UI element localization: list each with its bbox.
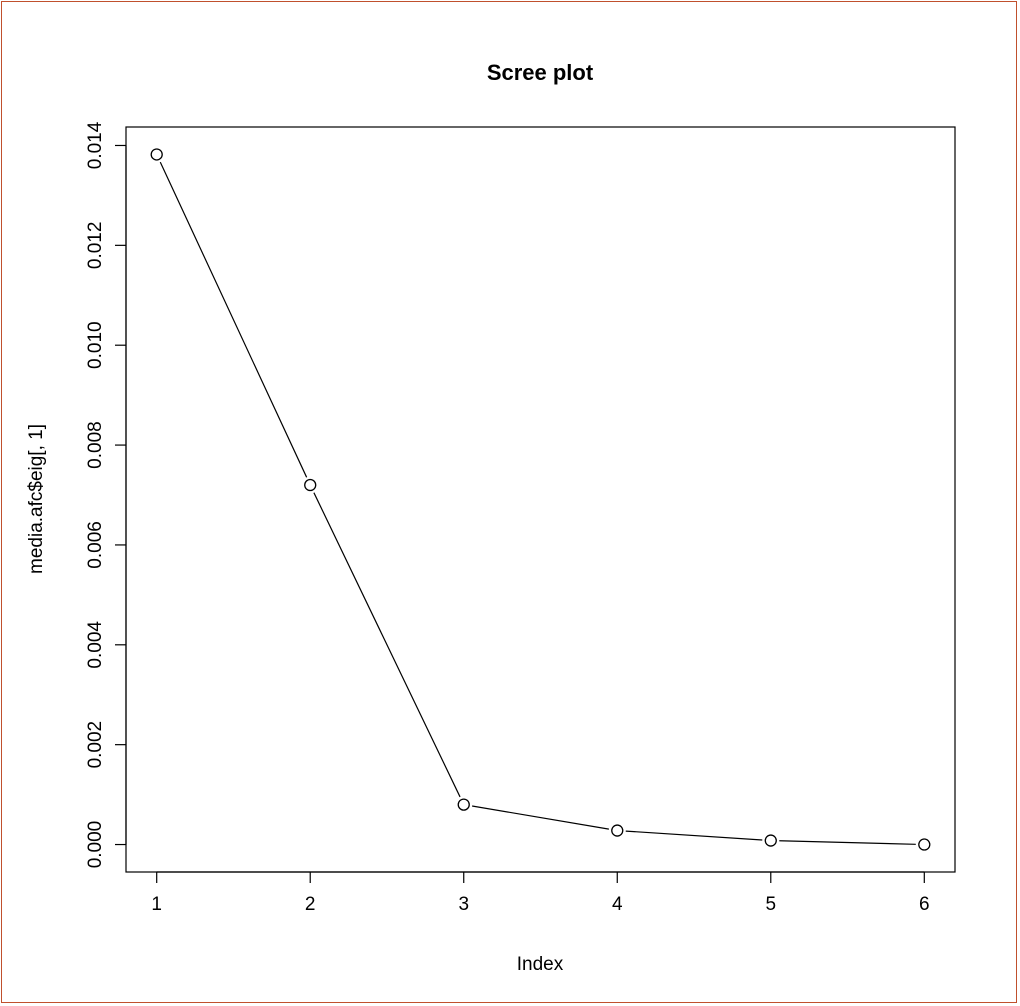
- y-axis: 0.000 0.002 0.004 0.006 0.008 0.010 0.012 0.014: [85, 121, 127, 869]
- x-tick-label: 2: [305, 894, 316, 915]
- x-tick-label: 4: [612, 894, 623, 915]
- data-point: [457, 798, 470, 811]
- y-tick-label: 0.014: [85, 121, 106, 169]
- x-tick-label: 5: [765, 894, 776, 915]
- data-point: [764, 834, 777, 847]
- data-point: [918, 838, 931, 851]
- y-tick-label: 0.012: [85, 222, 106, 270]
- data-point: [150, 148, 163, 161]
- data-point: [304, 478, 317, 492]
- series-line-segment: [472, 805, 609, 830]
- y-tick-label: 0.004: [85, 621, 106, 669]
- series-line-segment: [313, 492, 461, 798]
- y-tick-label: 0.002: [85, 721, 106, 769]
- series-line-segment: [625, 830, 763, 841]
- y-tick-label: 0.000: [85, 821, 106, 869]
- x-tick-label: 1: [151, 894, 162, 915]
- x-axis: 1 2 3 4 5 6: [151, 871, 930, 915]
- y-tick-label: 0.008: [85, 421, 106, 469]
- eigenvalue-series: [150, 148, 931, 851]
- series-line-segment: [159, 161, 308, 478]
- x-tick-label: 3: [458, 894, 469, 915]
- data-point: [611, 824, 624, 837]
- y-tick-label: 0.006: [85, 521, 106, 569]
- chart-title: Scree plot: [487, 60, 594, 85]
- x-axis-label: Index: [517, 954, 564, 975]
- series-line-segment: [779, 840, 916, 845]
- plot-area-box: [125, 126, 956, 873]
- y-tick-label: 0.010: [85, 321, 106, 369]
- x-tick-label: 6: [919, 894, 930, 915]
- y-axis-label: media.afc$eig[, 1]: [26, 424, 47, 574]
